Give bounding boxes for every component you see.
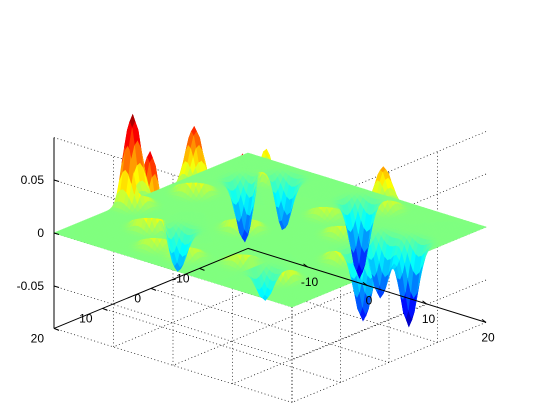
floor-grid-x <box>232 303 427 385</box>
floor-grid-y <box>102 308 341 383</box>
surface-layer <box>53 113 487 328</box>
